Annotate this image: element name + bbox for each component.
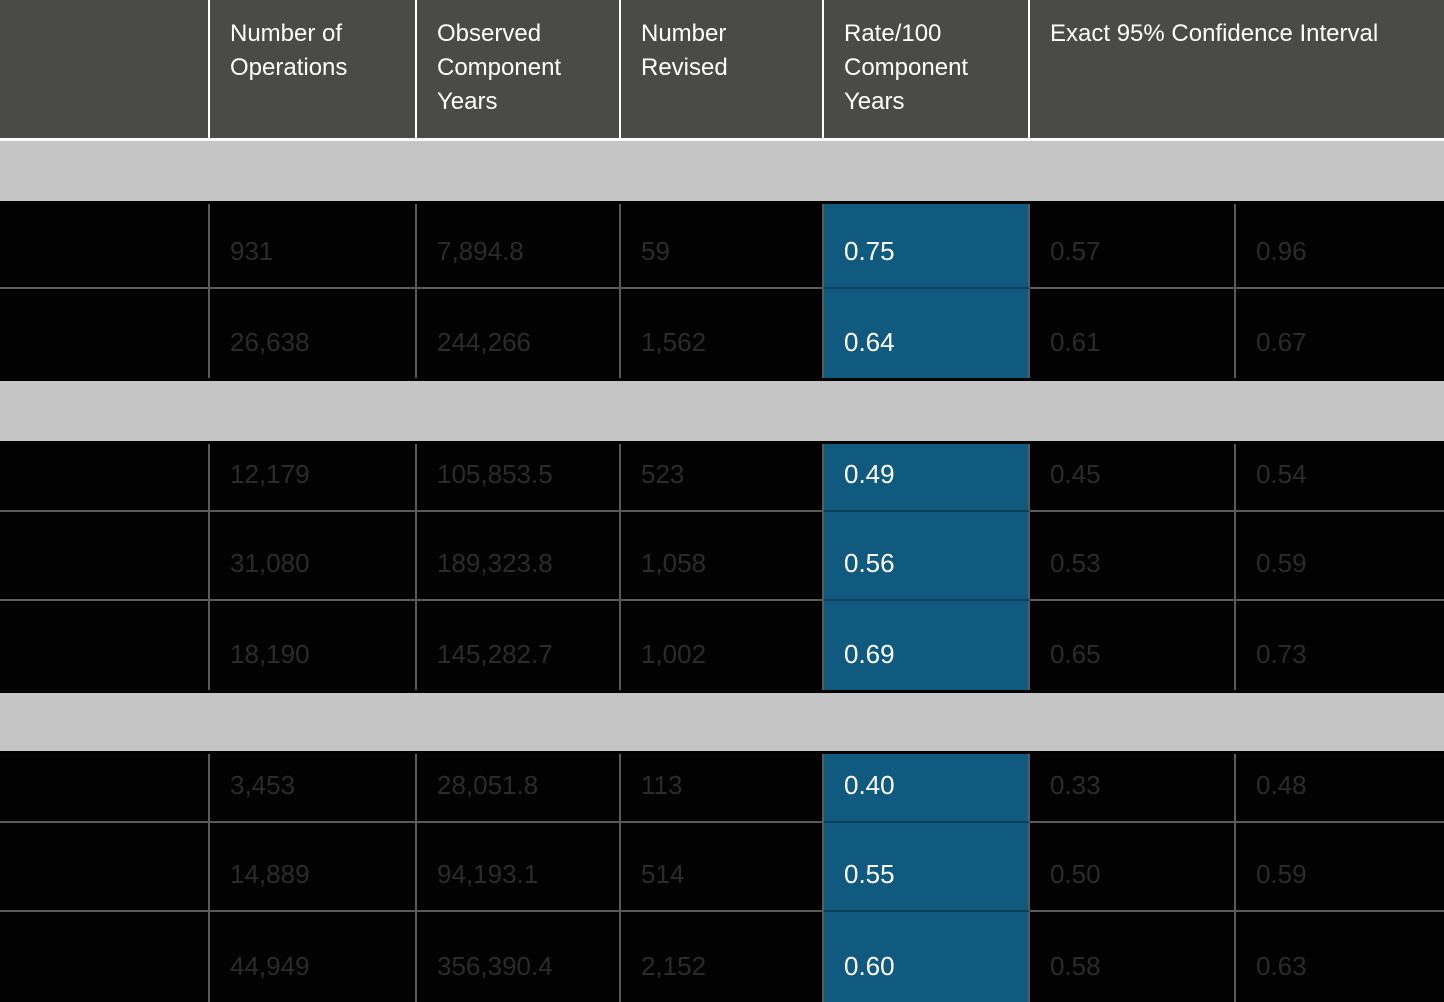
table-section: 931 7,894.8 59 0.75 0.57 0.96 26,638 244… <box>0 204 1444 378</box>
table-header-row: Number of Operations Observed Component … <box>0 0 1444 141</box>
cell-revised: 1,002 <box>621 601 824 690</box>
row-label-cell <box>0 289 210 378</box>
table-row: 31,080 189,323.8 1,058 0.56 0.53 0.59 <box>0 512 1444 601</box>
cell-ci-high: 0.59 <box>1236 512 1444 601</box>
cell-operations: 26,638 <box>210 289 417 378</box>
cell-rate: 0.60 <box>824 912 1030 1002</box>
row-label-cell <box>0 754 210 823</box>
cell-revised: 2,152 <box>621 912 824 1002</box>
section-band <box>0 141 1444 201</box>
cell-operations: 14,889 <box>210 823 417 912</box>
table-row: 44,949 356,390.4 2,152 0.60 0.58 0.63 <box>0 912 1444 1002</box>
cell-operations: 44,949 <box>210 912 417 1002</box>
header-cell-empty <box>0 0 210 138</box>
cell-operations: 12,179 <box>210 444 417 512</box>
cell-rate: 0.69 <box>824 601 1030 690</box>
row-label-cell <box>0 912 210 1002</box>
cell-ci-high: 0.73 <box>1236 601 1444 690</box>
section-band <box>0 693 1444 751</box>
cell-operations: 3,453 <box>210 754 417 823</box>
table-row: 14,889 94,193.1 514 0.55 0.50 0.59 <box>0 823 1444 912</box>
row-label-cell <box>0 444 210 512</box>
table-row: 931 7,894.8 59 0.75 0.57 0.96 <box>0 204 1444 289</box>
header-cell-confidence-interval: Exact 95% Confidence Interval <box>1030 0 1444 138</box>
cell-component-years: 7,894.8 <box>417 204 621 289</box>
row-label-cell <box>0 601 210 690</box>
cell-ci-high: 0.67 <box>1236 289 1444 378</box>
section-band <box>0 381 1444 441</box>
header-cell-observed: Observed Component Years <box>417 0 621 138</box>
cell-ci-high: 0.48 <box>1236 754 1444 823</box>
cell-operations: 18,190 <box>210 601 417 690</box>
cell-ci-low: 0.53 <box>1030 512 1236 601</box>
cell-ci-high: 0.54 <box>1236 444 1444 512</box>
header-cell-rate: Rate/100 Component Years <box>824 0 1030 138</box>
cell-ci-low: 0.57 <box>1030 204 1236 289</box>
cell-ci-low: 0.65 <box>1030 601 1236 690</box>
cell-component-years: 244,266 <box>417 289 621 378</box>
header-cell-revised: Number Revised <box>621 0 824 138</box>
cell-component-years: 28,051.8 <box>417 754 621 823</box>
row-label-cell <box>0 204 210 289</box>
cell-rate: 0.56 <box>824 512 1030 601</box>
table-row: 26,638 244,266 1,562 0.64 0.61 0.67 <box>0 289 1444 378</box>
row-label-cell <box>0 823 210 912</box>
cell-rate: 0.64 <box>824 289 1030 378</box>
cell-revised: 1,058 <box>621 512 824 601</box>
cell-ci-low: 0.33 <box>1030 754 1236 823</box>
table-row: 12,179 105,853.5 523 0.49 0.45 0.54 <box>0 444 1444 512</box>
cell-ci-low: 0.58 <box>1030 912 1236 1002</box>
cell-rate: 0.40 <box>824 754 1030 823</box>
header-cell-operations: Number of Operations <box>210 0 417 138</box>
cell-ci-low: 0.45 <box>1030 444 1236 512</box>
cell-ci-low: 0.50 <box>1030 823 1236 912</box>
cell-ci-high: 0.96 <box>1236 204 1444 289</box>
cell-rate: 0.55 <box>824 823 1030 912</box>
cell-component-years: 105,853.5 <box>417 444 621 512</box>
table-row: 18,190 145,282.7 1,002 0.69 0.65 0.73 <box>0 601 1444 690</box>
cell-rate: 0.75 <box>824 204 1030 289</box>
cell-rate: 0.49 <box>824 444 1030 512</box>
row-label-cell <box>0 512 210 601</box>
table-row: 3,453 28,051.8 113 0.40 0.33 0.48 <box>0 754 1444 823</box>
cell-component-years: 94,193.1 <box>417 823 621 912</box>
cell-revised: 59 <box>621 204 824 289</box>
cell-revised: 514 <box>621 823 824 912</box>
cell-revised: 113 <box>621 754 824 823</box>
cell-component-years: 189,323.8 <box>417 512 621 601</box>
cell-operations: 31,080 <box>210 512 417 601</box>
cell-ci-low: 0.61 <box>1030 289 1236 378</box>
cell-operations: 931 <box>210 204 417 289</box>
cell-ci-high: 0.63 <box>1236 912 1444 1002</box>
table-section: 3,453 28,051.8 113 0.40 0.33 0.48 14,889… <box>0 754 1444 1002</box>
cell-revised: 523 <box>621 444 824 512</box>
cell-revised: 1,562 <box>621 289 824 378</box>
cell-ci-high: 0.59 <box>1236 823 1444 912</box>
table-section: 12,179 105,853.5 523 0.49 0.45 0.54 31,0… <box>0 444 1444 690</box>
cell-component-years: 356,390.4 <box>417 912 621 1002</box>
cell-component-years: 145,282.7 <box>417 601 621 690</box>
